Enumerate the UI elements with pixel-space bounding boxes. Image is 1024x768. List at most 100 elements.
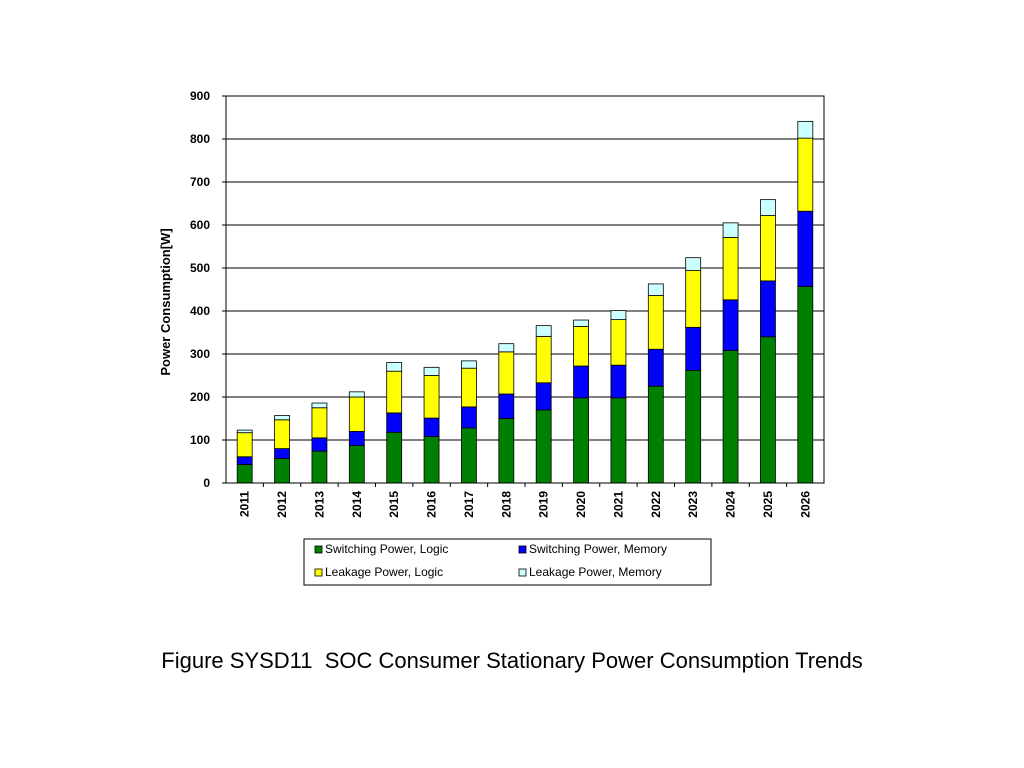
bar-segment-4-2016	[423, 366, 440, 376]
x-tick-label: 2024	[724, 491, 738, 518]
legend-label: Switching Power, Memory	[529, 542, 667, 556]
legend-label: Leakage Power, Memory	[529, 565, 662, 579]
x-tick-label: 2019	[537, 491, 551, 518]
bar-segment-4-2024	[722, 222, 739, 238]
x-tick-label: 2022	[649, 491, 663, 518]
bar-segment-1-2016	[423, 436, 440, 484]
legend-frame	[303, 538, 712, 586]
y-tick-label: 200	[190, 390, 210, 404]
x-axis-ticks: 2011 2012 2013 2014 2015 2016 2017 2018 2019 2020…	[238, 483, 812, 518]
bar-segment-4-2025	[760, 199, 776, 216]
x-tick-label: 2017	[462, 491, 476, 518]
legend-swatch	[314, 545, 323, 554]
bar-segment-4-2018	[498, 343, 515, 353]
x-tick-label: 2021	[611, 491, 625, 518]
bar-segment-2-2020	[573, 365, 589, 399]
bar-segment-3-2018	[498, 351, 515, 395]
x-tick-label: 2025	[761, 491, 775, 518]
bar-segment-1-2018	[498, 418, 515, 484]
bar-segment-4-2026	[797, 120, 814, 139]
bar-segment-2-2026	[797, 210, 814, 287]
bar-segment-1-2025	[760, 336, 776, 484]
bar-segment-2-2023	[685, 326, 702, 371]
x-tick-label: 2014	[350, 491, 364, 518]
legend-swatch	[518, 545, 527, 554]
x-tick-label: 2012	[275, 491, 289, 518]
bar-segment-3-2024	[722, 237, 739, 301]
bar-segment-1-2023	[685, 369, 702, 484]
bar-segment-1-2026	[797, 286, 814, 484]
bar-segment-3-2015	[386, 370, 403, 414]
bar-segment-3-2022	[647, 295, 664, 350]
bar-segment-1-2011	[236, 464, 253, 484]
x-tick-label: 2015	[387, 491, 401, 518]
y-tick-label: 800	[190, 132, 210, 146]
x-tick-label: 2026	[798, 491, 812, 518]
y-tick-label: 900	[190, 89, 210, 103]
x-tick-label: 2016	[425, 491, 439, 518]
bar-segment-1-2017	[461, 427, 477, 484]
bar-segment-4-2015	[386, 362, 403, 372]
bar-segment-1-2024	[722, 350, 739, 484]
bar-segment-1-2021	[610, 397, 627, 484]
bar-segment-4-2011	[236, 429, 253, 434]
bar-segment-2-2018	[498, 393, 515, 419]
x-tick-label: 2011	[238, 491, 252, 517]
bar-segment-4-2014	[348, 391, 365, 398]
legend-label: Switching Power, Logic	[325, 542, 448, 556]
x-tick-label: 2023	[686, 491, 700, 518]
bar-segment-1-2012	[274, 458, 290, 484]
legend-label: Leakage Power, Logic	[325, 565, 443, 579]
bar-segment-3-2013	[311, 407, 328, 439]
bar-segment-2-2015	[386, 412, 403, 433]
bar-segment-1-2014	[348, 445, 365, 484]
y-tick-label: 600	[190, 218, 210, 232]
bar-segment-4-2021	[610, 310, 627, 321]
bar-segment-3-2016	[423, 375, 440, 419]
legend: Switching Power, Logic Switching Power, M…	[303, 538, 712, 586]
bar-segment-2-2017	[461, 406, 477, 429]
bar-segment-2-2021	[610, 364, 627, 399]
bar-segment-2-2025	[760, 280, 776, 338]
bar-segment-3-2025	[760, 215, 776, 282]
bar-segment-1-2013	[311, 450, 328, 484]
bar-segment-3-2020	[573, 326, 589, 367]
bar-segment-2-2019	[535, 382, 552, 411]
figure-caption: Figure SYSD11 SOC Consumer Stationary Po…	[161, 648, 863, 673]
bar-segment-2-2022	[647, 348, 664, 387]
bar-segment-4-2012	[274, 415, 290, 421]
bar-segment-3-2012	[274, 419, 290, 450]
y-tick-label: 500	[190, 261, 210, 275]
bar-segment-4-2017	[461, 360, 477, 369]
bar-segment-4-2013	[311, 402, 328, 409]
gridlines	[226, 138, 824, 441]
bar-segment-2-2012	[274, 448, 290, 459]
bar-segment-3-2023	[685, 270, 702, 328]
bar-segment-3-2011	[236, 432, 253, 458]
x-tick-label: 2020	[574, 491, 588, 518]
y-tick-label: 400	[190, 304, 210, 318]
bar-segment-1-2019	[535, 409, 552, 484]
bar-segment-4-2022	[647, 283, 664, 296]
y-tick-label: 300	[190, 347, 210, 361]
x-tick-label: 2018	[499, 491, 513, 518]
y-axis-title: Power Consumption[W]	[158, 228, 173, 375]
bar-segment-1-2015	[386, 431, 403, 484]
bar-segment-2-2013	[311, 437, 328, 452]
bar-segment-3-2014	[348, 396, 365, 432]
bars	[236, 120, 814, 484]
bar-segment-1-2022	[647, 385, 664, 484]
bar-segment-2-2014	[348, 430, 365, 446]
bar-segment-4-2023	[685, 257, 702, 271]
y-tick-label: 0	[203, 476, 210, 490]
bar-segment-2-2016	[423, 417, 440, 437]
bar-segment-3-2026	[797, 137, 814, 212]
y-tick-label: 700	[190, 175, 210, 189]
bar-segment-3-2021	[610, 319, 627, 366]
x-tick-label: 2013	[312, 491, 326, 518]
legend-swatch	[314, 568, 323, 577]
legend-swatch	[518, 568, 527, 577]
bar-segment-4-2020	[573, 319, 589, 327]
bar-segment-3-2017	[461, 367, 477, 408]
